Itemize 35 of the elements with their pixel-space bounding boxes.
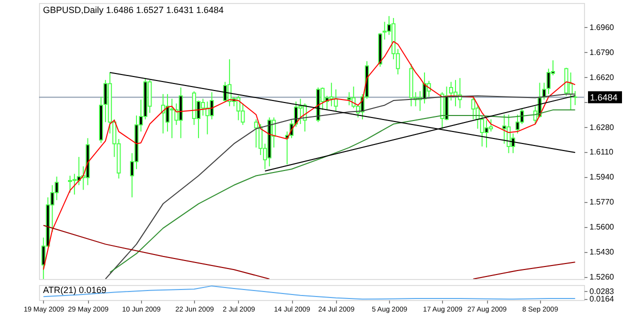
- candlestick: [161, 94, 166, 134]
- y-tick-label: 1.6110: [590, 148, 614, 157]
- candlestick: [382, 21, 387, 40]
- candlestick: [573, 90, 578, 106]
- y-tick-label: 1.5770: [590, 198, 615, 207]
- chart-title: GBPUSD,Daily 1.6486 1.6527 1.6431 1.6484: [43, 5, 224, 15]
- y-tick-label: 0.0283: [590, 286, 615, 296]
- line-series: [42, 40, 576, 270]
- candlestick: [347, 92, 352, 106]
- y-tick-label: 1.6620: [590, 72, 615, 82]
- candlestick: [516, 114, 520, 134]
- y-tick-label: 1.6960: [590, 22, 615, 32]
- candlestick: [546, 68, 551, 95]
- candlestick: [329, 82, 334, 107]
- chart-title: ATR(21) 0.0169: [43, 285, 106, 295]
- y-tick-label: 1.6790: [590, 48, 615, 57]
- candlestick: [449, 81, 454, 102]
- line-series: [42, 285, 576, 300]
- ref-line-label: 1.6484: [590, 92, 618, 102]
- candlestick: [254, 118, 258, 148]
- candlestick: [223, 81, 228, 102]
- candlestick: [568, 72, 573, 110]
- candlestick: [542, 82, 546, 100]
- candlestick: [488, 118, 493, 132]
- y-tick-label: 1.5260: [590, 272, 615, 282]
- y-tick-label: 1.5940: [590, 172, 615, 182]
- candlestick: [471, 95, 476, 120]
- candlestick: [502, 114, 506, 144]
- y-tick-label: 1.6280: [590, 122, 615, 132]
- candlestick: [334, 88, 338, 112]
- y-tick-label: 0.0164: [590, 294, 615, 304]
- candlestick: [210, 92, 214, 120]
- y-tick-label: 1.5430: [590, 248, 615, 257]
- y-tick-label: 1.5600: [590, 222, 615, 232]
- candlestick: [68, 175, 72, 194]
